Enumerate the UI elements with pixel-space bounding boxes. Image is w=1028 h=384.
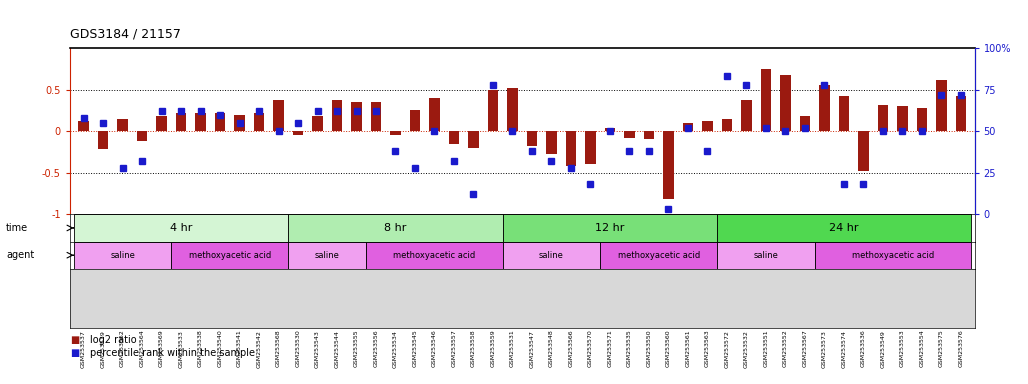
Bar	[448, 131, 460, 144]
Bar	[604, 128, 616, 131]
Bar	[507, 88, 518, 131]
Bar	[819, 85, 830, 131]
Bar	[273, 99, 284, 131]
Bar	[78, 121, 88, 131]
Bar	[600, 242, 718, 269]
Text: methoxyacetic acid: methoxyacetic acid	[394, 251, 476, 260]
Text: agent: agent	[6, 250, 34, 260]
Bar	[195, 113, 206, 131]
Bar	[429, 98, 440, 131]
Bar	[722, 119, 732, 131]
Text: saline: saline	[539, 251, 564, 260]
Text: 4 hr: 4 hr	[170, 223, 192, 233]
Bar	[702, 121, 712, 131]
Bar	[800, 116, 810, 131]
Text: methoxyacetic acid: methoxyacetic acid	[618, 251, 700, 260]
Bar	[741, 99, 751, 131]
Bar	[956, 96, 966, 131]
Bar	[814, 242, 970, 269]
Bar	[74, 242, 172, 269]
Bar	[215, 113, 225, 131]
Bar	[683, 123, 693, 131]
Bar	[624, 131, 635, 138]
Bar	[293, 131, 303, 134]
Bar	[937, 79, 947, 131]
Bar	[663, 131, 673, 199]
Bar	[117, 119, 127, 131]
Bar	[288, 214, 503, 242]
Bar	[176, 113, 186, 131]
Bar	[858, 131, 869, 171]
Text: ■: ■	[70, 335, 79, 345]
Text: ■: ■	[70, 348, 79, 358]
Text: 12 hr: 12 hr	[595, 223, 625, 233]
Bar	[585, 131, 596, 164]
Bar	[917, 108, 927, 131]
Bar	[288, 242, 366, 269]
Bar	[172, 242, 288, 269]
Bar	[644, 131, 654, 139]
Bar	[761, 69, 771, 131]
Bar	[332, 99, 342, 131]
Bar	[313, 116, 323, 131]
Bar	[718, 214, 970, 242]
Bar	[503, 214, 718, 242]
Bar	[234, 114, 245, 131]
Bar	[780, 74, 791, 131]
Bar	[74, 214, 288, 242]
Text: saline: saline	[110, 251, 135, 260]
Bar	[487, 89, 499, 131]
Bar	[839, 96, 849, 131]
Text: time: time	[6, 223, 29, 233]
Bar	[366, 242, 503, 269]
Text: methoxyacetic acid: methoxyacetic acid	[851, 251, 933, 260]
Bar	[352, 102, 362, 131]
Bar	[371, 102, 381, 131]
Bar	[503, 242, 600, 269]
Bar	[565, 131, 577, 166]
Bar	[468, 131, 479, 148]
Text: methoxyacetic acid: methoxyacetic acid	[189, 251, 271, 260]
Text: 24 hr: 24 hr	[830, 223, 858, 233]
Bar	[718, 242, 814, 269]
Bar	[546, 131, 557, 154]
Bar	[156, 116, 167, 131]
Text: saline: saline	[754, 251, 778, 260]
Text: 8 hr: 8 hr	[384, 223, 407, 233]
Text: percentile rank within the sample: percentile rank within the sample	[90, 348, 256, 358]
Text: GDS3184 / 21157: GDS3184 / 21157	[70, 27, 181, 40]
Bar	[254, 113, 264, 131]
Bar	[409, 110, 420, 131]
Text: saline: saline	[315, 251, 339, 260]
Bar	[897, 106, 908, 131]
Bar	[98, 131, 108, 149]
Text: log2 ratio: log2 ratio	[90, 335, 137, 345]
Bar	[878, 104, 888, 131]
Bar	[391, 131, 401, 135]
Bar	[526, 131, 538, 146]
Bar	[137, 131, 147, 141]
